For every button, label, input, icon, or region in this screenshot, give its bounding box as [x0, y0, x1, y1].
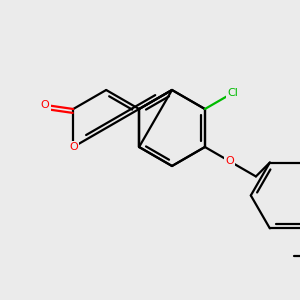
- Text: O: O: [41, 100, 50, 110]
- Text: O: O: [225, 156, 234, 166]
- Text: Cl: Cl: [227, 88, 238, 98]
- Text: O: O: [69, 142, 78, 152]
